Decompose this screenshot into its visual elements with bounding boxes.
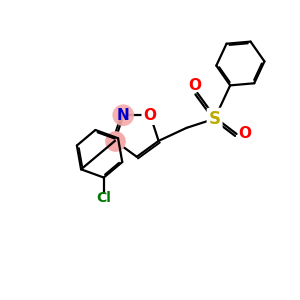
Text: N: N bbox=[117, 108, 130, 123]
Text: O: O bbox=[238, 126, 251, 141]
Text: Cl: Cl bbox=[96, 191, 111, 205]
Text: O: O bbox=[188, 78, 201, 93]
Text: O: O bbox=[144, 108, 157, 123]
Point bbox=[112, 139, 117, 143]
Text: S: S bbox=[208, 110, 220, 128]
